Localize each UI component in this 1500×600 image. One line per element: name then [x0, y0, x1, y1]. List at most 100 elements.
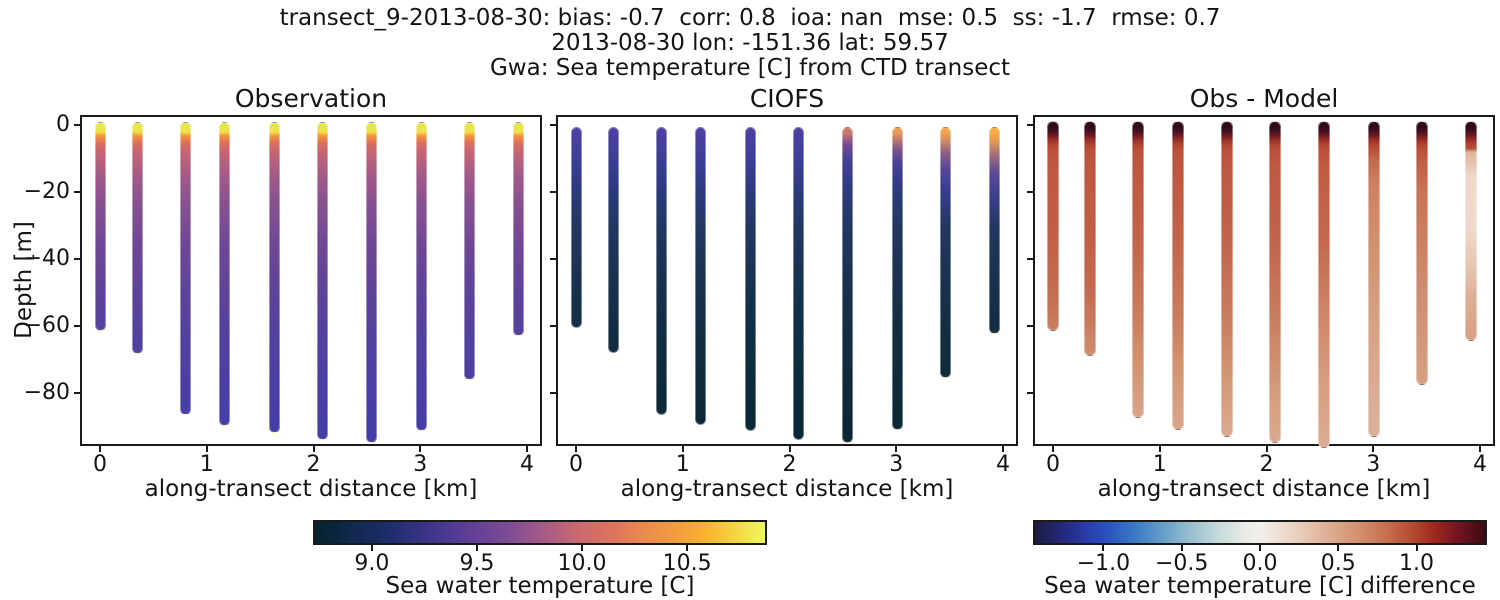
x-tick-label: 0: [569, 452, 583, 477]
x-tick: [895, 446, 898, 452]
colorbar-tick-label: 10.0: [557, 551, 607, 576]
profile-column: [655, 126, 667, 415]
x-tick-label: 2: [782, 452, 797, 477]
colorbar-tick: [686, 545, 689, 551]
profile-column: [1132, 120, 1145, 419]
panel-title-ciofs: CIOFS: [749, 84, 825, 113]
x-tick: [1002, 446, 1004, 452]
x-tick: [1479, 446, 1481, 452]
colorbar-difference: [1033, 520, 1487, 545]
y-tick: [1027, 325, 1033, 327]
profile-column: [607, 126, 619, 353]
figure-title-line-3: Gwa: Sea temperature [C] from CTD transe…: [489, 55, 1011, 81]
colorbar-tick-label: −1.0: [1076, 551, 1131, 576]
colorbar-tick: [1259, 545, 1261, 551]
x-tick-label: 3: [413, 452, 428, 477]
x-tick-label: 4: [520, 452, 534, 477]
x-tick-label: 2: [1259, 452, 1274, 477]
y-tick: [550, 392, 556, 394]
colorbar-tick-label: 9.0: [354, 551, 390, 576]
x-tick: [1372, 446, 1375, 452]
x-tick-label: 3: [889, 452, 904, 477]
x-tick: [1052, 446, 1054, 452]
profile-column: [1416, 120, 1429, 385]
colorbar-tick-label: 0.5: [1320, 551, 1356, 576]
panel-title-obs-model: Obs - Model: [1189, 84, 1339, 113]
profile-column: [179, 121, 191, 415]
colorbar-tick: [1337, 545, 1340, 551]
y-tick-label: 0: [56, 112, 70, 137]
profile-column: [415, 121, 427, 432]
colorbar-tick-label: 0.0: [1242, 551, 1278, 576]
x-tick-label: 1: [199, 452, 214, 477]
figure-title-line-2: 2013-08-30 lon: -151.36 lat: 59.57: [551, 30, 949, 56]
colorbar-tick: [1415, 545, 1418, 551]
colorbar-tick: [1102, 545, 1105, 551]
profile-column: [1269, 120, 1282, 444]
colorbar-tick-label: −0.5: [1155, 551, 1209, 576]
x-tick: [681, 446, 684, 452]
x-tick: [205, 446, 208, 452]
x-tick: [312, 446, 315, 452]
y-tick: [74, 392, 80, 394]
profile-column: [131, 121, 143, 355]
profile-column: [939, 126, 951, 378]
y-tick-label: −80: [23, 380, 70, 405]
profile-column: [268, 121, 280, 434]
y-tick: [74, 191, 80, 193]
profile-column: [1368, 120, 1381, 437]
x-tick-label: 4: [996, 452, 1010, 477]
panel-title-observation: Observation: [234, 84, 388, 113]
colorbar-temperature: [313, 520, 767, 545]
x-axis-label-ciofs: along-transect distance [km]: [620, 476, 954, 502]
x-tick: [419, 446, 422, 452]
profile-column: [1221, 120, 1233, 437]
x-tick-label: 3: [1366, 452, 1381, 477]
colorbar-tick: [581, 545, 584, 551]
colorbar-tick: [475, 545, 478, 551]
y-tick: [550, 124, 556, 126]
x-tick: [788, 446, 791, 452]
profile-column: [1465, 120, 1478, 342]
x-tick: [99, 446, 101, 452]
x-axis-label-observation: along-transect distance [km]: [144, 476, 478, 502]
y-tick: [74, 258, 80, 260]
profile-column: [570, 126, 582, 328]
y-tick-label: −20: [23, 179, 70, 204]
x-tick-label: 0: [93, 452, 107, 477]
colorbar-tick-label: 10.5: [662, 551, 712, 576]
x-tick-label: 0: [1046, 452, 1060, 477]
profile-column: [1047, 120, 1059, 331]
x-tick: [526, 446, 528, 452]
profile-column: [744, 126, 756, 432]
colorbar-difference-caption: Sea water temperature [C] difference: [1044, 573, 1476, 599]
colorbar-temperature-caption: Sea water temperature [C]: [385, 573, 695, 599]
profile-column: [512, 121, 524, 337]
y-tick-label: −60: [23, 313, 70, 338]
x-tick: [575, 446, 577, 452]
profile-column: [841, 126, 853, 444]
y-tick: [74, 124, 80, 126]
colorbar-tick-label: 1.0: [1399, 551, 1435, 576]
profile-column: [792, 126, 804, 440]
profile-column: [988, 126, 1000, 335]
y-tick: [1027, 191, 1033, 193]
x-tick: [1158, 446, 1161, 452]
profile-column: [316, 121, 328, 440]
profile-column: [365, 121, 377, 444]
y-tick: [550, 191, 556, 193]
x-axis-label-obs-model: along-transect distance [km]: [1097, 476, 1431, 502]
x-tick: [1265, 446, 1268, 452]
profile-column: [695, 126, 707, 425]
y-tick: [1027, 124, 1033, 126]
profile-column: [463, 121, 475, 380]
y-tick: [74, 325, 80, 327]
y-tick: [550, 325, 556, 327]
profile-column: [1318, 120, 1331, 449]
colorbar-tick: [1180, 545, 1183, 551]
profile-column: [1084, 120, 1097, 357]
profile-column: [219, 121, 231, 427]
y-tick: [1027, 392, 1033, 394]
y-tick-label: −40: [23, 246, 70, 271]
profile-column: [94, 121, 106, 331]
